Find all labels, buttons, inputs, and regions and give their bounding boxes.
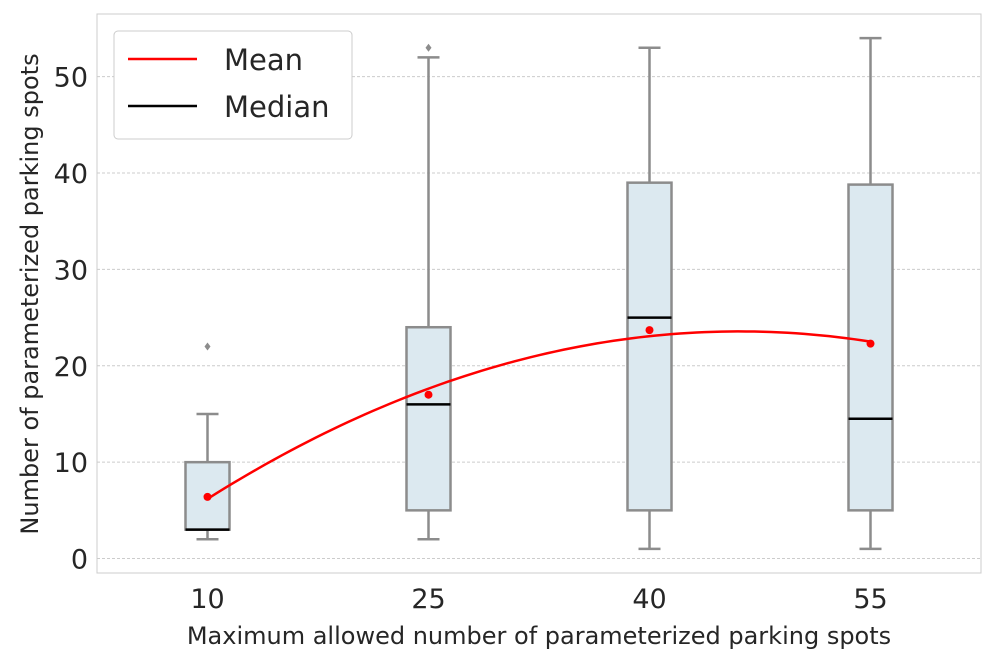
y-tick-label: 50 — [54, 63, 88, 94]
mean-point — [424, 390, 433, 399]
y-tick-label: 20 — [54, 352, 88, 383]
x-axis-label: Maximum allowed number of parameterized … — [187, 622, 891, 650]
legend-mean-label: Mean — [224, 43, 303, 77]
mean-point — [866, 339, 875, 348]
y-tick-label: 10 — [54, 448, 88, 479]
y-tick-label: 30 — [54, 255, 88, 286]
boxes-layer — [184, 36, 894, 551]
y-tick-labels: 0 10 20 30 40 50 — [54, 63, 88, 576]
mean-point — [645, 326, 654, 335]
x-tick-labels: 10 25 40 55 — [190, 584, 887, 615]
box-group-10 — [184, 342, 231, 541]
iqr-box — [626, 181, 673, 512]
mean-trend-line — [206, 330, 871, 500]
mean-layer — [203, 326, 875, 501]
box-group-25 — [405, 43, 452, 541]
box-group-40 — [626, 46, 673, 551]
iqr-box — [405, 325, 452, 512]
outlier-point — [204, 342, 211, 351]
y-tick-label: 0 — [71, 545, 88, 576]
x-tick-label: 55 — [853, 584, 887, 615]
legend: Mean Median — [113, 30, 353, 140]
x-tick-label: 25 — [411, 584, 445, 615]
y-gridlines — [97, 76, 981, 560]
outlier-point — [425, 43, 432, 52]
y-axis-label: Number of parameterized parking spots — [16, 53, 44, 534]
x-tick-label: 10 — [190, 584, 224, 615]
x-tick-label: 40 — [632, 584, 666, 615]
mean-point — [203, 492, 212, 501]
y-tick-label: 40 — [54, 159, 88, 190]
legend-median-label: Median — [224, 90, 329, 124]
